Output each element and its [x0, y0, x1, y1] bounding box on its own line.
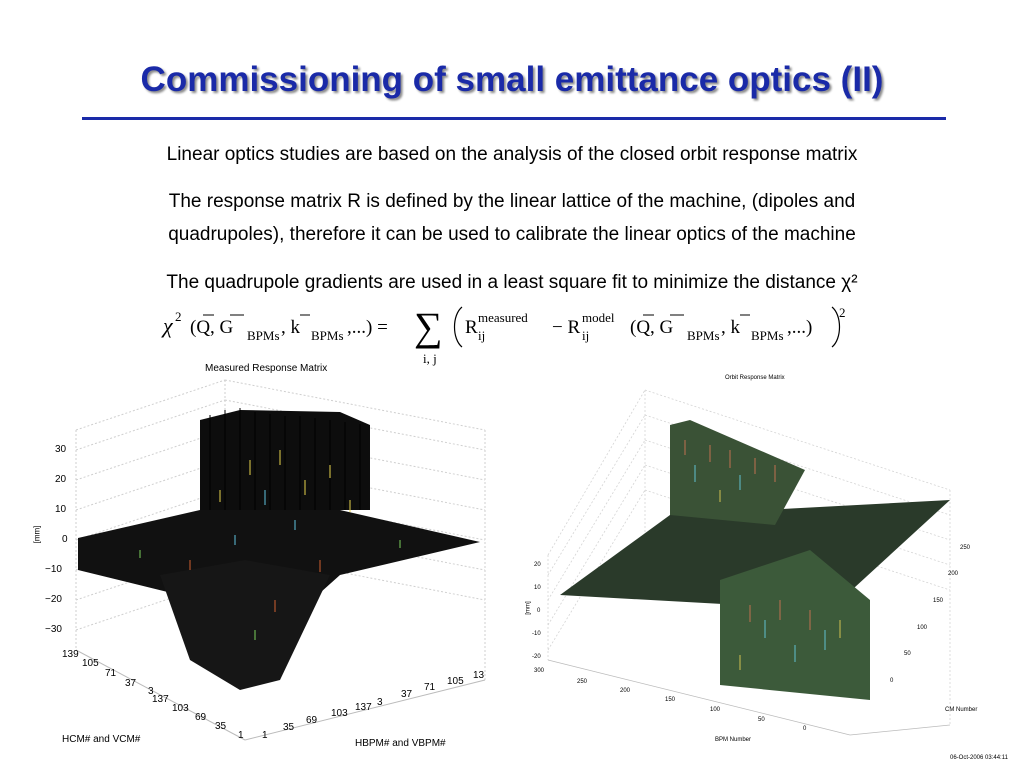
eq-bpms-1: BPMs	[247, 328, 280, 343]
response-matrix-text: The response matrix R is defined by the …	[0, 185, 1024, 251]
eq-k-2: , k	[721, 317, 741, 338]
eq-args-left: (Q, G	[190, 317, 234, 338]
right-plot-title: Orbit Response Matrix	[725, 375, 785, 381]
fit-text: The quadrupole gradients are used in a l…	[166, 272, 858, 293]
left-hbpm-tick-1: 1	[262, 730, 268, 741]
left-hcm-tick-9: 35	[215, 721, 227, 732]
left-hbpm-tick-8: 71	[424, 682, 436, 693]
left-ytick-30: 30	[55, 444, 67, 455]
right-cm-tick-6: 0	[890, 678, 894, 684]
intro-text: Linear optics studies are based on the a…	[166, 144, 858, 165]
right-ztick-5: -20	[532, 654, 541, 660]
right-ztick-3: 0	[537, 608, 541, 614]
left-hcm-tick-1: 139	[62, 649, 79, 660]
left-hbpm-tick-4: 103	[331, 708, 348, 719]
left-hbpm-tick-5: 137	[355, 702, 372, 713]
eq-outer-sup: 2	[839, 305, 846, 320]
left-hbpm-tick-3: 69	[306, 715, 318, 726]
eq-bpms-4: BPMs	[751, 328, 784, 343]
left-hbpm-tick-10: 13	[473, 670, 485, 681]
eq-args-right: (Q, G	[630, 317, 674, 338]
right-bpm-tick-7: 0	[803, 726, 807, 732]
eq-sum-sub: i, j	[423, 351, 437, 366]
right-timestamp: 06-Oct-2006 03:44:11	[950, 755, 1008, 761]
response-matrix-line-2: quadrupoles), therefore it can be used t…	[168, 224, 856, 245]
left-ytick-10: 10	[55, 504, 67, 515]
right-plot-canvas	[547, 389, 951, 736]
eq-r1: R	[465, 317, 478, 338]
right-ztick-4: -10	[532, 631, 541, 637]
eq-chi: χ	[161, 313, 174, 338]
left-ytick-m30: −30	[45, 624, 62, 635]
right-plot-ylabel: [mm]	[525, 601, 532, 615]
eq-chi-sup: 2	[175, 309, 182, 324]
right-ztick-2: 10	[534, 585, 541, 591]
eq-minus-r: − R	[552, 317, 580, 338]
right-cm-label: CM Number	[945, 707, 978, 713]
left-hbpm-tick-7: 37	[401, 689, 413, 700]
eq-bpms-2: BPMs	[311, 328, 344, 343]
right-bpm-tick-4: 150	[665, 697, 676, 703]
measured-response-matrix-plot: Measured Response Matrix	[32, 360, 490, 760]
right-cm-tick-1: 250	[960, 545, 971, 551]
left-ytick-m10: −10	[45, 564, 62, 575]
right-bpm-tick-3: 200	[620, 688, 631, 694]
left-plot-canvas	[75, 379, 486, 741]
left-ytick-m20: −20	[45, 594, 62, 605]
left-hcm-tick-8: 69	[195, 712, 207, 723]
eq-r2-sub: ij	[582, 328, 589, 343]
response-matrix-line-1: The response matrix R is defined by the …	[168, 191, 856, 212]
eq-k: , k	[281, 317, 301, 338]
eq-r1-sub: ij	[478, 328, 485, 343]
left-hcm-tick-5: 3	[148, 686, 154, 697]
right-cm-tick-5: 50	[904, 651, 911, 657]
left-hcm-tick-6: 137	[152, 694, 169, 705]
slide-title: Commissioning of small emittance optics …	[140, 60, 884, 99]
left-hbpm-tick-9: 105	[447, 676, 464, 687]
left-hcm-tick-7: 103	[172, 703, 189, 714]
left-hcm-tick-2: 105	[82, 658, 99, 669]
title-underline	[82, 117, 946, 120]
right-ztick-1: 20	[534, 562, 541, 568]
left-hcm-tick-4: 37	[125, 678, 137, 689]
left-xlabel-hbpm: HBPM# and VBPM#	[355, 738, 446, 749]
eq-r2-sup: model	[582, 310, 615, 325]
eq-bpms-3: BPMs	[687, 328, 720, 343]
right-bpm-tick-1: 300	[534, 668, 545, 674]
eq-dots: ,...) =	[347, 317, 388, 338]
left-xlabel-hcm: HCM# and VCM#	[62, 734, 141, 745]
eq-dots-2: ,...)	[787, 317, 812, 338]
left-hbpm-tick-6: 3	[377, 697, 383, 708]
left-plot-ylabel: [mm]	[32, 525, 42, 544]
left-ytick-0: 0	[62, 534, 68, 545]
left-hbpm-tick-2: 35	[283, 722, 295, 733]
right-bpm-tick-2: 250	[577, 679, 588, 685]
orbit-response-matrix-plot: Orbit Response Matrix	[520, 370, 1020, 765]
chi-square-equation: χ 2 (Q, G BPMs , k BPMs ,...) = ∑ i, j R…	[161, 304, 846, 366]
right-xlabel: BPM Number	[715, 737, 752, 743]
left-plot-title: Measured Response Matrix	[205, 363, 328, 374]
left-hcm-tick-3: 71	[105, 668, 117, 679]
right-bpm-tick-6: 50	[758, 717, 765, 723]
right-cm-tick-3: 150	[933, 598, 944, 604]
right-cm-tick-4: 100	[917, 625, 928, 631]
eq-r1-sup: measured	[478, 310, 528, 325]
right-bpm-tick-5: 100	[710, 707, 721, 713]
eq-sum-sign: ∑	[414, 304, 443, 349]
right-cm-tick-2: 200	[948, 571, 959, 577]
left-ytick-20: 20	[55, 474, 67, 485]
left-hcm-tick-10: 1	[238, 730, 244, 741]
